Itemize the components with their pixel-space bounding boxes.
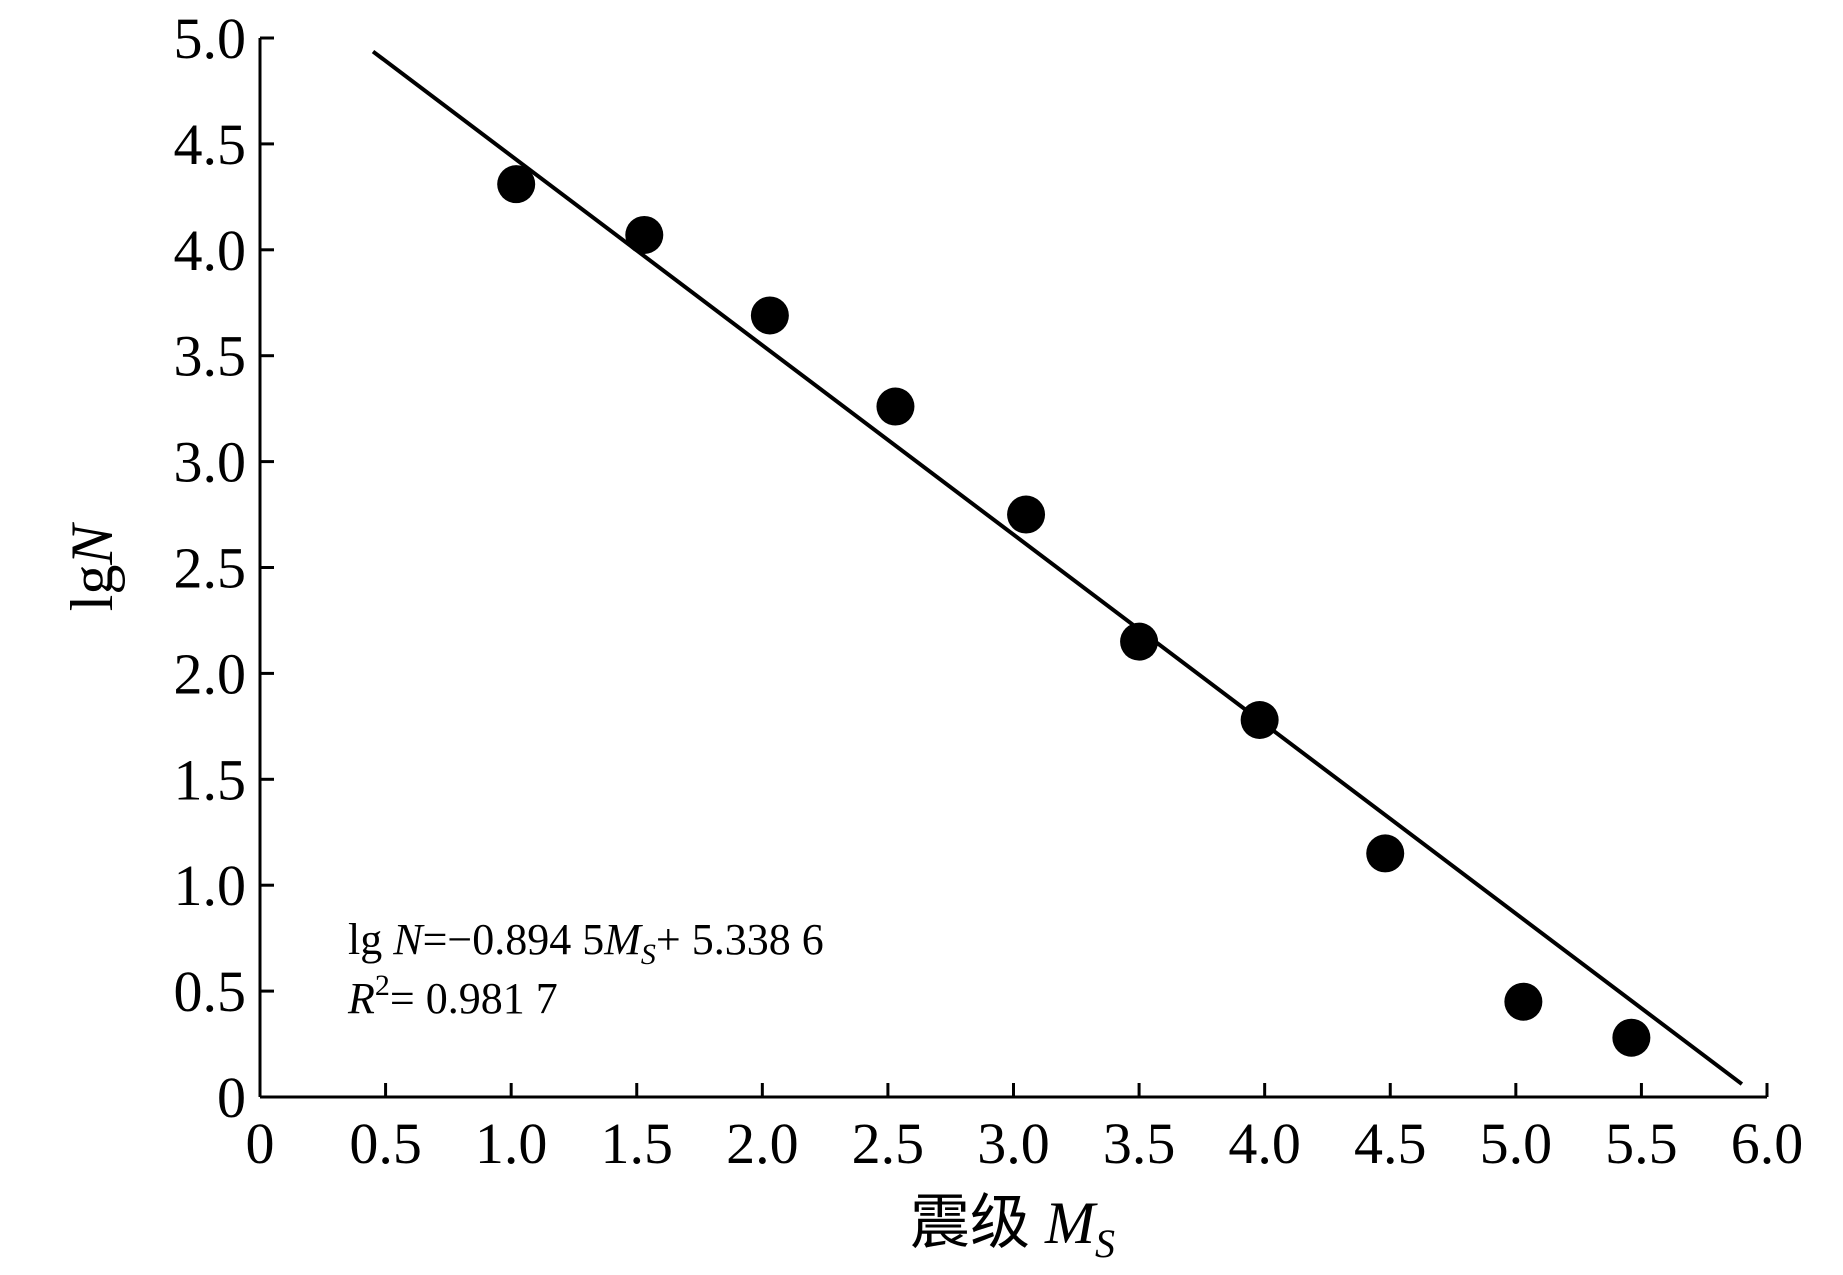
x-tick-label: 0 [246,1111,275,1176]
r-squared: R2= 0.981 7 [347,969,558,1023]
data-points [497,165,1651,1057]
x-tick-label: 6.0 [1731,1111,1804,1176]
x-axis-title: 震级 MS [910,1190,1115,1266]
x-tick-label: 1.5 [601,1111,674,1176]
x-tick-label: 4.5 [1354,1111,1427,1176]
data-point [625,215,664,254]
y-tick-label: 1.5 [174,747,247,812]
regression-line [371,49,1744,1086]
x-tick-label: 1.0 [475,1111,548,1176]
x-tick-label: 2.0 [726,1111,799,1176]
y-tick-label: 0.5 [174,959,247,1024]
y-tick-label: 3.0 [174,430,247,495]
x-tick-label: 0.5 [349,1111,422,1176]
y-axis-title: lgN [59,522,125,612]
y-tick-label: 4.0 [174,218,247,283]
x-tick-label: 4.0 [1228,1111,1301,1176]
y-tick-label: 2.5 [174,536,247,601]
fit-equation: lg N=−0.894 5MS+ 5.338 6 [348,915,824,971]
data-point [1007,495,1046,534]
x-tick-label: 3.0 [977,1111,1050,1176]
y-axis-ticks: 0 0.5 1.0 1.5 2.0 2.5 3.0 3.5 4.0 4.5 5.0 [174,6,274,1130]
data-point [1366,834,1405,873]
y-tick-label: 0 [217,1065,246,1130]
data-point [1120,622,1159,661]
x-tick-label: 3.5 [1103,1111,1176,1176]
data-point [876,387,915,426]
data-point [1240,700,1279,739]
y-tick-label: 5.0 [174,6,247,71]
x-tick-label: 5.5 [1605,1111,1678,1176]
data-point [1612,1018,1651,1057]
y-tick-label: 3.5 [174,324,247,389]
x-tick-label: 2.5 [852,1111,925,1176]
plot-area: 0 0.5 1.0 1.5 2.0 2.5 3.0 3.5 4.0 4.5 5.0 5.5 6.0 00… [174,6,1804,1176]
data-point [1504,982,1543,1021]
y-tick-label: 1.0 [174,853,247,918]
y-tick-label: 4.5 [174,112,247,177]
y-tick-label: 2.0 [174,641,247,706]
x-axis-ticks: 0 0.5 1.0 1.5 2.0 2.5 3.0 3.5 4.0 4.5 5.0 5.5 6.0 [246,1083,1804,1176]
x-tick-label: 5.0 [1480,1111,1553,1176]
data-point [750,296,789,335]
data-point [497,165,536,204]
